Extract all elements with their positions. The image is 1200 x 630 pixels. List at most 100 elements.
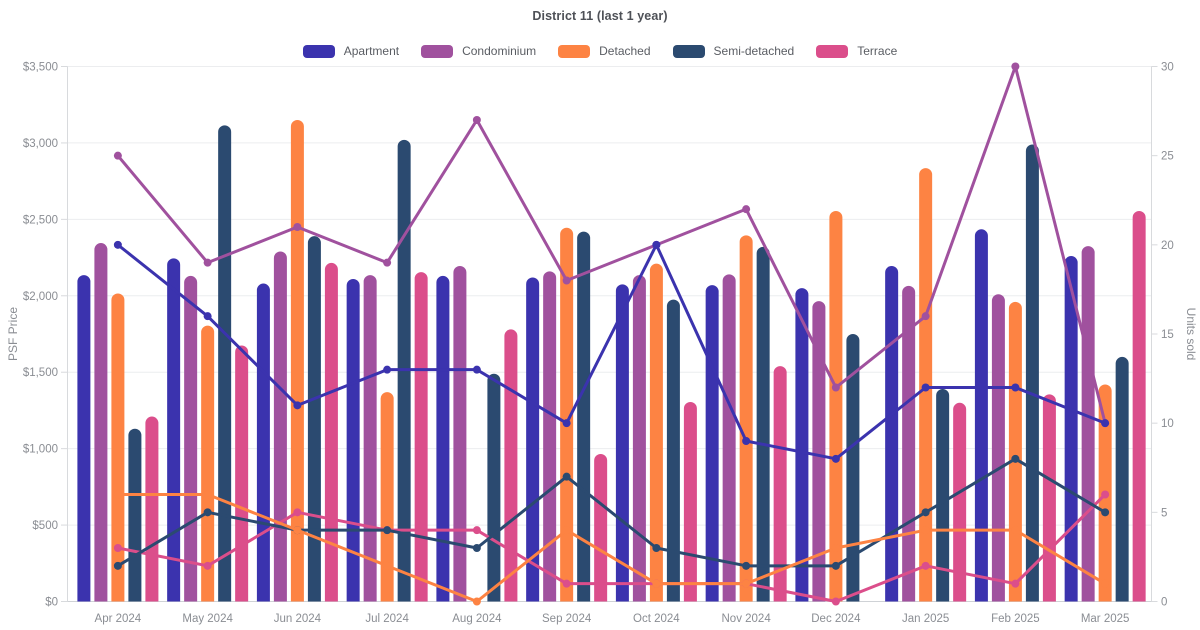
legend-item-semi-detached[interactable]: Semi-detached <box>672 44 794 58</box>
point-semi-detached-oct-2024[interactable] <box>652 544 661 552</box>
bar-condominium-jan-2025[interactable] <box>902 285 916 602</box>
point-terrace-aug-2024[interactable] <box>472 526 481 535</box>
bar-apartment-sep-2024[interactable] <box>526 277 540 602</box>
point-detached-apr-2024[interactable] <box>113 490 122 499</box>
bar-apartment-dec-2024[interactable] <box>795 288 809 602</box>
point-apartment-sep-2024[interactable] <box>562 419 571 428</box>
bar-apartment-apr-2024[interactable] <box>77 275 91 602</box>
legend-item-detached[interactable]: Detached <box>558 44 651 58</box>
point-condominium-nov-2024[interactable] <box>742 205 751 214</box>
bar-condominium-apr-2024[interactable] <box>94 243 108 602</box>
point-condominium-apr-2024[interactable] <box>113 151 122 160</box>
bar-semi-detached-jun-2024[interactable] <box>307 236 321 602</box>
point-detached-jul-2024[interactable] <box>383 561 392 570</box>
point-apartment-jan-2025[interactable] <box>921 383 930 392</box>
point-detached-oct-2024[interactable] <box>652 579 661 588</box>
bar-apartment-aug-2024[interactable] <box>436 275 450 602</box>
bar-condominium-dec-2024[interactable] <box>812 301 826 602</box>
bar-semi-detached-feb-2025[interactable] <box>1025 144 1039 602</box>
bar-detached-nov-2024[interactable] <box>739 235 753 602</box>
point-condominium-may-2024[interactable] <box>203 258 212 267</box>
bar-terrace-nov-2024[interactable] <box>773 366 787 602</box>
point-detached-sep-2024[interactable] <box>562 526 571 535</box>
point-detached-jun-2024[interactable] <box>293 526 302 535</box>
point-apartment-jul-2024[interactable] <box>383 365 392 374</box>
bar-apartment-mar-2025[interactable] <box>1064 256 1078 602</box>
bar-semi-detached-aug-2024[interactable] <box>487 373 501 602</box>
point-terrace-jan-2025[interactable] <box>921 561 930 570</box>
point-terrace-mar-2025[interactable] <box>1101 490 1110 499</box>
bar-terrace-aug-2024[interactable] <box>504 329 518 602</box>
point-semi-detached-may-2024[interactable] <box>203 508 212 517</box>
point-semi-detached-apr-2024[interactable] <box>113 561 122 570</box>
bar-condominium-jun-2024[interactable] <box>273 251 287 602</box>
bar-terrace-oct-2024[interactable] <box>683 402 697 602</box>
point-condominium-jan-2025[interactable] <box>921 312 930 321</box>
point-apartment-nov-2024[interactable] <box>742 437 751 445</box>
point-apartment-jun-2024[interactable] <box>293 401 302 410</box>
bar-semi-detached-dec-2024[interactable] <box>846 334 860 602</box>
bar-detached-dec-2024[interactable] <box>829 210 843 602</box>
bar-terrace-may-2024[interactable] <box>235 345 249 602</box>
legend-item-condominium[interactable]: Condominium <box>421 44 536 58</box>
bar-apartment-jan-2025[interactable] <box>885 265 899 602</box>
bar-apartment-may-2024[interactable] <box>167 258 181 602</box>
bar-detached-oct-2024[interactable] <box>649 263 663 602</box>
bar-detached-jul-2024[interactable] <box>380 392 394 602</box>
point-terrace-dec-2024[interactable] <box>831 597 840 606</box>
point-semi-detached-nov-2024[interactable] <box>742 561 751 570</box>
point-apartment-oct-2024[interactable] <box>652 240 661 249</box>
point-apartment-mar-2025[interactable] <box>1101 419 1110 428</box>
bar-condominium-jul-2024[interactable] <box>363 275 377 602</box>
point-condominium-sep-2024[interactable] <box>562 276 571 285</box>
bar-apartment-jun-2024[interactable] <box>256 283 270 602</box>
bar-apartment-feb-2025[interactable] <box>974 229 988 602</box>
bar-terrace-mar-2025[interactable] <box>1132 210 1146 602</box>
bar-detached-feb-2025[interactable] <box>1008 301 1022 602</box>
point-condominium-jul-2024[interactable] <box>383 258 392 267</box>
bar-terrace-jul-2024[interactable] <box>414 272 428 602</box>
point-detached-dec-2024[interactable] <box>831 544 840 552</box>
point-detached-nov-2024[interactable] <box>742 579 751 588</box>
bar-terrace-apr-2024[interactable] <box>145 416 159 602</box>
point-semi-detached-mar-2025[interactable] <box>1101 508 1110 517</box>
bar-detached-may-2024[interactable] <box>201 325 215 602</box>
bar-condominium-oct-2024[interactable] <box>632 275 646 602</box>
point-semi-detached-jan-2025[interactable] <box>921 508 930 517</box>
legend-item-apartment[interactable]: Apartment <box>302 44 399 58</box>
bar-condominium-may-2024[interactable] <box>184 275 198 602</box>
bar-semi-detached-apr-2024[interactable] <box>128 428 142 602</box>
point-condominium-aug-2024[interactable] <box>472 116 481 124</box>
point-semi-detached-feb-2025[interactable] <box>1011 454 1020 463</box>
bar-terrace-sep-2024[interactable] <box>594 453 608 602</box>
bar-condominium-feb-2025[interactable] <box>991 294 1005 602</box>
point-condominium-feb-2025[interactable] <box>1011 62 1020 71</box>
point-terrace-apr-2024[interactable] <box>113 544 122 552</box>
point-semi-detached-jul-2024[interactable] <box>383 526 392 535</box>
bar-condominium-sep-2024[interactable] <box>543 271 557 602</box>
bar-condominium-aug-2024[interactable] <box>453 265 467 602</box>
bar-semi-detached-nov-2024[interactable] <box>756 246 770 602</box>
point-apartment-dec-2024[interactable] <box>831 454 840 463</box>
point-semi-detached-dec-2024[interactable] <box>831 561 840 570</box>
bar-semi-detached-may-2024[interactable] <box>218 125 232 602</box>
bar-apartment-jul-2024[interactable] <box>346 278 360 602</box>
bar-terrace-feb-2025[interactable] <box>1042 394 1056 602</box>
point-semi-detached-aug-2024[interactable] <box>472 544 481 552</box>
point-terrace-jun-2024[interactable] <box>293 508 302 517</box>
point-detached-mar-2025[interactable] <box>1101 579 1110 588</box>
point-terrace-sep-2024[interactable] <box>562 579 571 588</box>
bar-condominium-mar-2025[interactable] <box>1081 246 1095 602</box>
bar-semi-detached-mar-2025[interactable] <box>1115 356 1129 602</box>
point-apartment-aug-2024[interactable] <box>472 365 481 374</box>
point-condominium-dec-2024[interactable] <box>831 383 840 392</box>
point-detached-feb-2025[interactable] <box>1011 526 1020 535</box>
point-detached-jan-2025[interactable] <box>921 526 930 535</box>
bar-apartment-nov-2024[interactable] <box>705 285 719 602</box>
legend-item-terrace[interactable]: Terrace <box>816 44 897 58</box>
bar-semi-detached-sep-2024[interactable] <box>577 231 591 602</box>
point-semi-detached-sep-2024[interactable] <box>562 472 571 481</box>
bar-detached-apr-2024[interactable] <box>111 293 125 602</box>
point-terrace-feb-2025[interactable] <box>1011 579 1020 588</box>
bar-terrace-jun-2024[interactable] <box>324 262 338 602</box>
